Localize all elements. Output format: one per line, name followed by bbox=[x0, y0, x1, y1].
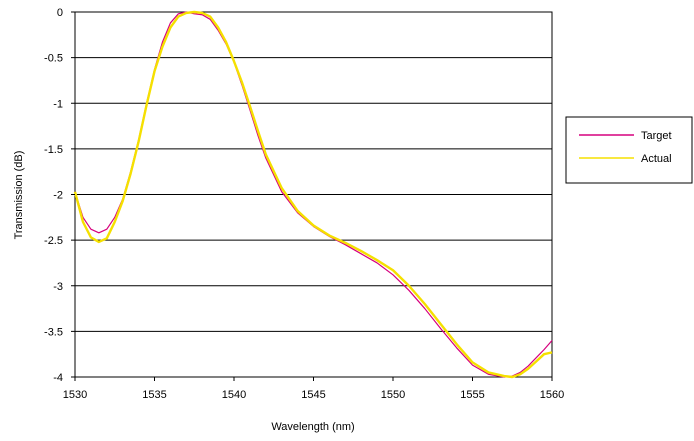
y-tick-label: -2 bbox=[53, 190, 63, 202]
y-tick-label: -1.5 bbox=[44, 144, 63, 156]
x-axis-ticks: 1530 1535 1540 1545 1550 1555 1560 bbox=[63, 377, 564, 401]
y-tick-label: -1 bbox=[53, 98, 63, 110]
x-tick-label: 1555 bbox=[460, 389, 484, 401]
y-tick-label: -0.5 bbox=[44, 53, 63, 65]
series-line-actual bbox=[73, 10, 553, 379]
y-tick-label: -3.5 bbox=[44, 326, 63, 338]
x-tick-label: 1535 bbox=[142, 389, 166, 401]
legend-label-target: Target bbox=[641, 130, 672, 142]
legend: Target Actual bbox=[565, 116, 693, 184]
y-tick-label: -2.5 bbox=[44, 235, 63, 247]
series-lines bbox=[73, 10, 553, 379]
legend-label-actual: Actual bbox=[641, 153, 672, 165]
x-tick-label: 1540 bbox=[222, 389, 246, 401]
y-tick-label: -3 bbox=[53, 281, 63, 293]
y-tick-label: -4 bbox=[53, 372, 63, 384]
x-tick-label: 1545 bbox=[301, 389, 325, 401]
y-tick-label: 0 bbox=[57, 7, 63, 19]
y-axis-ticks: 0 -0.5 -1 -1.5 -2 -2.5 -3 -3.5 -4 bbox=[44, 7, 75, 384]
y-axis-title: Transmission (dB) bbox=[13, 151, 25, 240]
x-tick-label: 1550 bbox=[381, 389, 405, 401]
x-tick-label: 1530 bbox=[63, 389, 87, 401]
x-tick-label: 1560 bbox=[540, 389, 564, 401]
x-axis-title: Wavelength (nm) bbox=[271, 421, 354, 433]
legend-box bbox=[565, 116, 693, 184]
